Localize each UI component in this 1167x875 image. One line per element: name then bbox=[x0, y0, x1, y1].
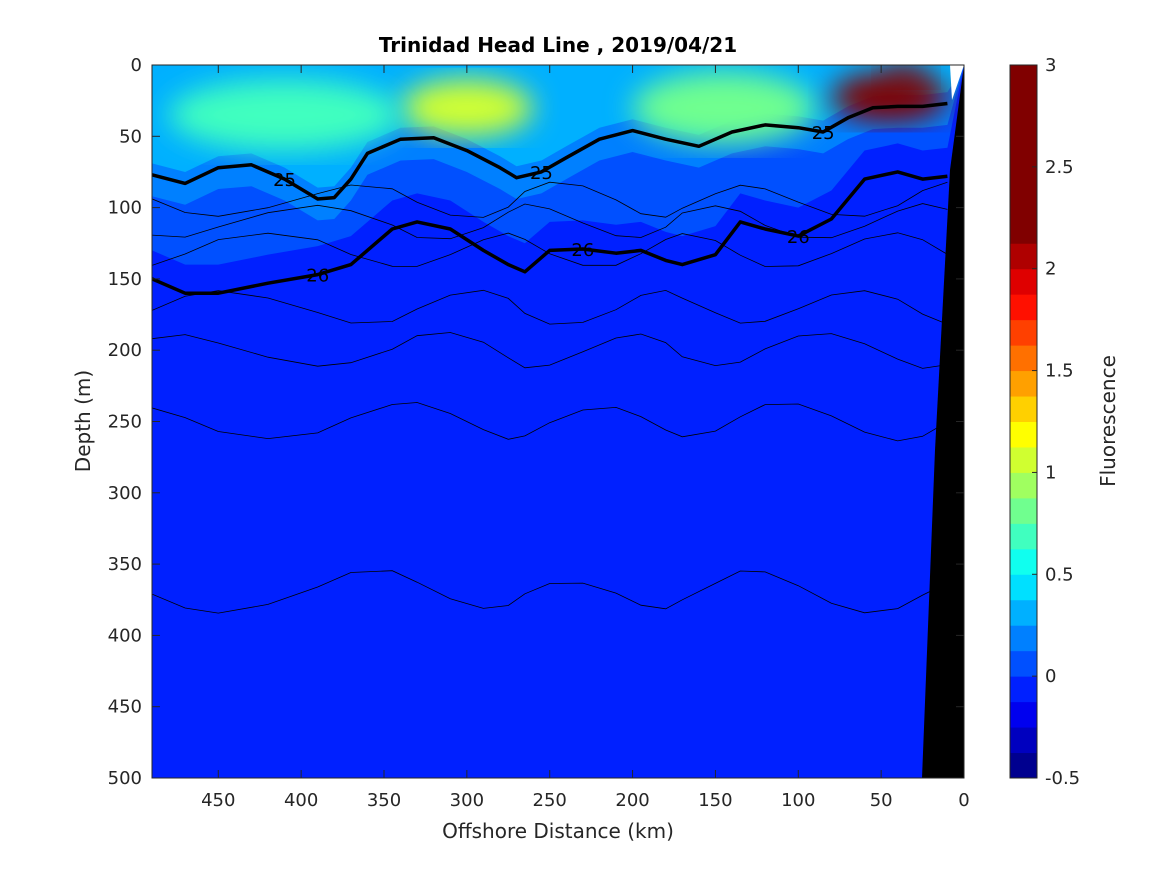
colorbar-tick-label: 2.5 bbox=[1045, 157, 1074, 178]
y-axis: 0 50 100 150 200 250 300 350 400 450 500 bbox=[108, 55, 964, 789]
x-tick-label: 100 bbox=[781, 790, 815, 811]
colorbar-swatch bbox=[1010, 625, 1037, 652]
colorbar-swatch bbox=[1010, 676, 1037, 703]
colorbar-swatch bbox=[1010, 548, 1037, 575]
colorbar-swatch bbox=[1010, 65, 1037, 91]
colorbar-swatch bbox=[1010, 370, 1037, 397]
y-tick-label: 400 bbox=[108, 625, 142, 646]
colorbar: -0.5 0 0.5 1 1.5 2 2.5 3 bbox=[1009, 55, 1080, 789]
colorbar-swatch bbox=[1010, 268, 1037, 295]
colorbar-swatch bbox=[1010, 446, 1037, 473]
shelf-blank-region bbox=[950, 65, 964, 100]
thin-contour-line bbox=[152, 402, 948, 442]
colorbar-swatch bbox=[1010, 396, 1037, 422]
colorbar-swatch bbox=[1010, 574, 1037, 601]
colorbar-swatch bbox=[1010, 523, 1037, 550]
thin-contour-line bbox=[152, 181, 948, 218]
colorbar-swatch bbox=[1010, 650, 1037, 677]
contour-label-25: 25 bbox=[273, 170, 296, 191]
colorbar-frame bbox=[1009, 64, 1038, 779]
colorbar-swatch bbox=[1010, 217, 1037, 244]
colorbar-swatch bbox=[1010, 345, 1037, 372]
thin-contour-line bbox=[152, 332, 948, 369]
plot-area: 25 25 25 26 26 26 bbox=[152, 65, 964, 778]
colorbar-swatch bbox=[1010, 472, 1037, 499]
colorbar-swatch bbox=[1010, 141, 1037, 168]
surface-fluorescence-layer bbox=[152, 65, 964, 265]
x-axis-title: Offshore Distance (km) bbox=[442, 819, 674, 843]
y-tick-label: 150 bbox=[108, 269, 142, 290]
colorbar-swatch bbox=[1010, 294, 1037, 321]
x-tick-label: 150 bbox=[698, 790, 732, 811]
x-tick-label: 50 bbox=[870, 790, 893, 811]
chart-title: Trinidad Head Line , 2019/04/21 bbox=[379, 33, 737, 57]
colorbar-swatch bbox=[1010, 319, 1037, 346]
y-tick-label: 250 bbox=[108, 412, 142, 433]
colorbar-tick-label: 0.5 bbox=[1045, 564, 1074, 585]
contour-label-25: 25 bbox=[812, 123, 835, 144]
colorbar-swatch bbox=[1010, 90, 1037, 117]
colorbar-tick-label: 0 bbox=[1045, 666, 1056, 687]
y-tick-label: 300 bbox=[108, 483, 142, 504]
x-axis: 450 400 350 300 250 200 150 100 50 0 bbox=[201, 65, 970, 811]
x-tick-label: 300 bbox=[450, 790, 484, 811]
x-tick-label: 450 bbox=[201, 790, 235, 811]
contour-label-26: 26 bbox=[787, 227, 810, 248]
colorbar-tick-label: 3 bbox=[1045, 55, 1056, 76]
thin-contour-line bbox=[152, 203, 948, 240]
x-tick-label: 350 bbox=[367, 790, 401, 811]
colorbar-swatch bbox=[1010, 497, 1037, 524]
colorbar-tick-label: -0.5 bbox=[1045, 768, 1080, 789]
colorbar-swatch bbox=[1010, 192, 1037, 219]
colorbar-tick-label: 1 bbox=[1045, 462, 1056, 483]
colorbar-swatch bbox=[1010, 421, 1037, 448]
thin-contour-line bbox=[152, 232, 948, 267]
contour-label-26: 26 bbox=[306, 266, 329, 287]
x-tick-label: 400 bbox=[284, 790, 318, 811]
y-tick-label: 50 bbox=[119, 126, 142, 147]
fluorescence-patch-2 bbox=[168, 79, 401, 151]
thin-contour-line bbox=[152, 570, 948, 614]
y-tick-label: 350 bbox=[108, 554, 142, 575]
colorbar-title: Fluorescence bbox=[1096, 355, 1120, 487]
x-tick-label: 200 bbox=[615, 790, 649, 811]
y-tick-label: 0 bbox=[131, 55, 142, 76]
y-tick-label: 500 bbox=[108, 768, 142, 789]
colorbar-swatch bbox=[1010, 727, 1037, 754]
fluorescence-patch-4 bbox=[881, 69, 931, 87]
thin-contour-line bbox=[152, 289, 948, 325]
colorbar-tick-label: 1.5 bbox=[1045, 361, 1074, 382]
colorbar-tick-label: 2 bbox=[1045, 259, 1056, 280]
y-tick-label: 450 bbox=[108, 697, 142, 718]
fluorescence-patch-0 bbox=[400, 79, 534, 137]
colorbar-swatch bbox=[1010, 115, 1037, 142]
seafloor-shelf bbox=[922, 65, 964, 778]
contour-label-25: 25 bbox=[530, 163, 553, 184]
colorbar-swatch bbox=[1010, 701, 1037, 728]
y-axis-title: Depth (m) bbox=[71, 370, 95, 472]
colorbar-swatch bbox=[1010, 243, 1037, 270]
colorbar-swatch bbox=[1010, 752, 1037, 779]
density-contour-25 bbox=[152, 101, 948, 201]
y-tick-label: 100 bbox=[108, 198, 142, 219]
contour-label-26: 26 bbox=[571, 240, 594, 261]
colorbar-swatch bbox=[1010, 166, 1037, 193]
colorbar-swatch bbox=[1010, 599, 1037, 626]
x-tick-label: 250 bbox=[533, 790, 567, 811]
y-tick-label: 200 bbox=[108, 340, 142, 361]
x-tick-label: 0 bbox=[958, 790, 969, 811]
density-contour-26 bbox=[152, 170, 948, 295]
fluorescence-patch-1 bbox=[632, 72, 815, 144]
density-contour-layer: 25 25 25 26 26 26 bbox=[152, 101, 948, 614]
